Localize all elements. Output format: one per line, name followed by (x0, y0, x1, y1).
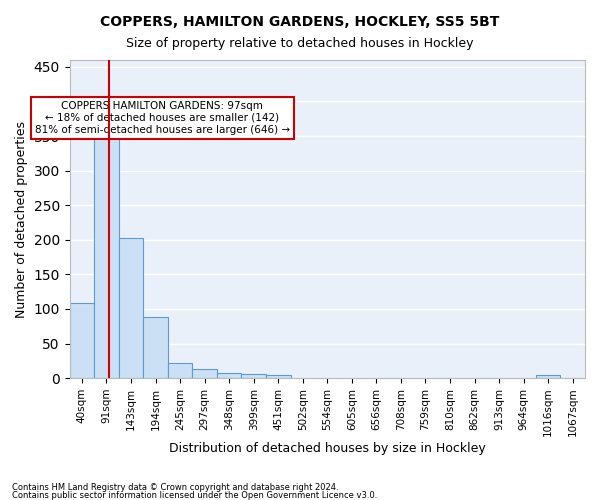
Bar (193, 369, 217, 378)
Y-axis label: Number of detached properties: Number of detached properties (15, 120, 28, 318)
Bar (168, 363, 193, 378)
Bar (266, 376, 290, 378)
X-axis label: Distribution of detached houses by size in Hockley: Distribution of detached houses by size … (169, 442, 486, 455)
Bar (94, 137, 119, 378)
Bar (119, 238, 143, 378)
Text: Contains public sector information licensed under the Open Government Licence v3: Contains public sector information licen… (12, 490, 377, 500)
Text: Size of property relative to detached houses in Hockley: Size of property relative to detached ho… (126, 38, 474, 51)
Bar (536, 376, 560, 378)
Bar (217, 372, 241, 378)
Text: COPPERS HAMILTON GARDENS: 97sqm
← 18% of detached houses are smaller (142)
81% o: COPPERS HAMILTON GARDENS: 97sqm ← 18% of… (35, 102, 290, 134)
Bar (143, 317, 168, 378)
Bar (241, 374, 266, 378)
Text: Contains HM Land Registry data © Crown copyright and database right 2024.: Contains HM Land Registry data © Crown c… (12, 483, 338, 492)
Text: COPPERS, HAMILTON GARDENS, HOCKLEY, SS5 5BT: COPPERS, HAMILTON GARDENS, HOCKLEY, SS5 … (100, 15, 500, 29)
Bar (70, 304, 94, 378)
